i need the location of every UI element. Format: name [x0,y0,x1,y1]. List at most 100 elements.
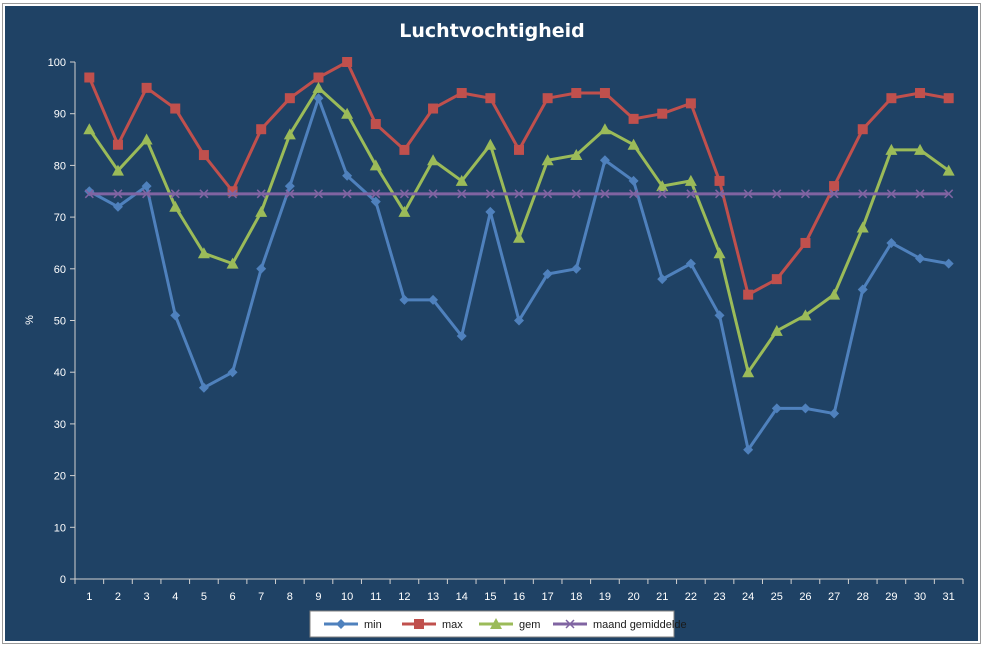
x-tick-label: 19 [599,591,611,603]
x-tick-label: 17 [542,591,554,603]
data-point-gem [656,180,669,192]
x-tick-label: 7 [258,591,264,603]
data-point-gem [255,205,268,217]
x-marker-stroke [714,189,725,199]
data-point-gem [570,149,583,161]
data-point-gem [684,174,697,186]
data-point-min [800,403,811,414]
x-marker-stroke [399,189,409,199]
data-point-gem [627,138,640,150]
x-marker-stroke [743,189,753,199]
data-point-max [886,93,897,104]
data-point-maand-gemiddelde [858,189,868,199]
x-marker-stroke [199,189,209,199]
x-marker-stroke [565,619,575,629]
x-tick-label: 22 [685,591,697,603]
y-tick-label: 80 [54,160,66,172]
x-marker-stroke [371,189,381,199]
x-tick-label: 18 [570,591,582,603]
x-tick-label: 15 [484,591,496,603]
data-point-min [112,201,123,212]
x-tick-label: 20 [627,591,639,603]
data-point-gem [312,81,325,93]
data-point-gem [885,143,898,155]
x-marker-stroke [485,189,495,199]
data-point-maand-gemiddelde [84,189,94,199]
data-point-maand-gemiddelde [543,189,553,199]
x-tick-label: 12 [398,591,410,603]
legend-label-gem: gem [519,619,540,631]
data-point-min [571,263,582,274]
data-point-min [313,93,324,104]
data-point-maand-gemiddelde [743,189,753,199]
y-tick-label: 70 [54,212,66,224]
data-point-gem [140,133,153,145]
series-gem [83,81,955,378]
data-point-maand-gemiddelde [142,189,152,199]
x-marker-stroke [256,189,266,199]
data-point-gem [856,221,869,233]
x-tick-label: 4 [172,591,178,603]
y-tick-label: 90 [54,109,66,121]
data-point-maand-gemiddelde [657,189,667,199]
data-point-max [342,57,353,67]
x-marker-stroke [285,189,295,199]
data-point-min [771,403,782,414]
data-point-gem [541,154,554,166]
y-tick-label: 50 [54,316,66,328]
data-point-max [571,88,582,99]
legend-marker-gem [490,618,502,629]
data-point-maand-gemiddelde [886,189,896,199]
data-point-min [657,274,668,285]
x-tick-label: 31 [943,591,955,603]
data-point-min [829,408,840,419]
x-tick-label: 14 [456,591,468,603]
data-point-gem [197,247,210,259]
x-marker-stroke [686,189,696,199]
data-point-max [628,113,639,124]
x-tick-label: 10 [341,591,353,603]
data-point-maand-gemiddelde [600,189,610,199]
data-point-min [428,294,439,305]
data-point-maand-gemiddelde [915,189,925,199]
data-point-maand-gemiddelde [256,189,266,199]
data-point-min [628,175,639,186]
data-point-min [170,310,181,321]
data-point-maand-gemiddelde [199,189,209,199]
x-tick-label: 3 [144,591,150,603]
data-point-min [743,444,754,455]
data-point-min [198,382,209,393]
x-tick-label: 2 [115,591,121,603]
data-point-min [399,294,410,305]
data-point-maand-gemiddelde [772,189,782,199]
data-point-maand-gemiddelde [285,189,295,199]
data-point-max [428,103,439,114]
data-point-gem [713,247,726,259]
data-point-maand-gemiddelde [944,189,954,199]
x-marker-stroke [142,189,152,199]
x-marker-stroke [772,189,782,199]
x-marker-stroke [428,189,438,199]
data-point-max [800,237,811,248]
data-point-gem [942,164,955,176]
x-marker-stroke [629,189,639,199]
data-point-gem [83,123,96,135]
x-tick-label: 21 [656,591,668,603]
data-point-min [485,206,496,217]
data-point-max [112,139,123,150]
data-point-max [313,72,324,83]
x-tick-label: 11 [370,591,381,603]
data-point-max [141,82,152,93]
data-point-min [256,263,267,274]
x-tick-label: 27 [828,591,840,603]
data-point-gem [169,200,182,212]
x-marker-stroke [858,189,868,199]
x-marker-stroke [313,189,324,199]
data-point-max [685,98,696,109]
data-point-max [284,93,295,104]
data-point-min [227,367,238,378]
legend: min max gem maand gemiddelde [309,610,687,638]
data-point-gem [226,257,239,269]
data-point-min [886,237,897,248]
data-point-min [857,284,868,295]
